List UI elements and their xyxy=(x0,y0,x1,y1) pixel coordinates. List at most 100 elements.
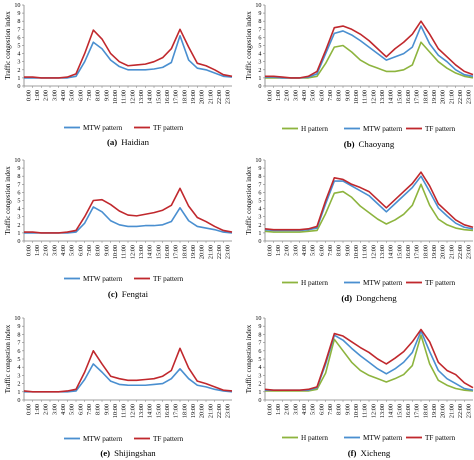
series-line-mtw xyxy=(265,330,474,391)
y-tick-label: 5 xyxy=(17,198,20,205)
y-tick-label: 8 xyxy=(258,331,261,338)
y-tick-label: 8 xyxy=(17,173,20,180)
legend-label: TF pattern xyxy=(153,435,184,443)
x-tick-label: 10:00 xyxy=(112,245,119,259)
x-tick-label: 6:00 xyxy=(318,404,325,415)
y-tick-label: 2 xyxy=(258,222,261,229)
x-tick-label: 16:00 xyxy=(405,90,412,104)
y-tick-label: 4 xyxy=(17,364,20,371)
x-tick-label: 4:00 xyxy=(301,90,308,101)
y-tick-label: 9 xyxy=(17,323,20,330)
x-tick-label: 8:00 xyxy=(336,245,343,256)
y-tick-label: 3 xyxy=(17,372,20,379)
x-tick-label: 3:00 xyxy=(51,404,58,415)
y-tick-label: 5 xyxy=(17,43,20,50)
y-tick-label: 5 xyxy=(258,198,261,205)
x-tick-label: 5:00 xyxy=(69,404,76,415)
series-line-tf xyxy=(24,187,233,234)
x-tick-label: 9:00 xyxy=(103,245,110,256)
series-line-mtw xyxy=(264,175,474,232)
x-tick-label: 7:00 xyxy=(86,404,93,415)
x-tick-label: 18:00 xyxy=(422,90,429,104)
x-tick-label: 14:00 xyxy=(147,90,154,104)
x-tick-label: 21:00 xyxy=(448,245,455,259)
x-tick-label: 11:00 xyxy=(362,245,369,259)
x-tick-label: 5:00 xyxy=(310,404,317,415)
x-tick-label: 1:00 xyxy=(34,90,41,101)
x-tick-label: 20:00 xyxy=(440,404,447,418)
x-tick-label: 4:00 xyxy=(60,245,67,256)
legend-label: MTW pattern xyxy=(83,435,123,443)
y-tick-label: 0 xyxy=(17,83,20,90)
series-line-tf xyxy=(264,328,474,391)
x-tick-label: 6:00 xyxy=(77,245,84,256)
y-tick-label: 7 xyxy=(17,26,20,33)
x-tick-label: 0:00 xyxy=(25,90,32,101)
y-tick-label: 3 xyxy=(258,59,261,66)
y-tick-label: 5 xyxy=(17,356,20,363)
x-tick-label: 18:00 xyxy=(181,404,188,418)
x-tick-label: 21:00 xyxy=(448,90,455,104)
legend-label: TF pattern xyxy=(153,124,184,132)
x-tick-label: 15:00 xyxy=(396,404,403,418)
series-line-tf xyxy=(265,20,474,79)
x-tick-label: 16:00 xyxy=(164,90,171,104)
y-tick-label: 1 xyxy=(17,230,20,237)
x-tick-label: 9:00 xyxy=(103,90,110,101)
y-tick-label: 4 xyxy=(258,364,261,371)
y-tick-label: 3 xyxy=(17,214,20,221)
x-tick-label: 18:00 xyxy=(422,245,429,259)
caption-letter: (b) xyxy=(344,139,355,149)
x-tick-label: 6:00 xyxy=(318,245,325,256)
y-tick-label: 10 xyxy=(14,2,20,9)
y-tick-label: 6 xyxy=(17,34,20,41)
x-tick-label: 22:00 xyxy=(457,404,464,418)
x-tick-label: 19:00 xyxy=(431,90,438,104)
x-tick-label: 17:00 xyxy=(173,90,180,104)
x-tick-label: 0:00 xyxy=(266,90,273,101)
x-tick-label: 5:00 xyxy=(310,90,317,101)
caption-letter: (a) xyxy=(107,137,117,147)
y-tick-label: 9 xyxy=(258,323,261,330)
y-tick-label: 6 xyxy=(17,348,20,355)
panel-caption: (f) Xicheng xyxy=(348,448,391,458)
x-tick-label: 2:00 xyxy=(284,245,291,256)
y-tick-label: 6 xyxy=(258,348,261,355)
x-tick-label: 11:00 xyxy=(121,90,128,104)
x-tick-label: 9:00 xyxy=(344,245,351,256)
x-tick-label: 13:00 xyxy=(138,90,145,104)
y-axis-title: Traffic congestion index xyxy=(4,324,12,393)
x-tick-label: 22:00 xyxy=(216,245,223,259)
y-tick-label: 5 xyxy=(258,356,261,363)
x-tick-label: 4:00 xyxy=(60,404,67,415)
y-tick-label: 8 xyxy=(258,18,261,25)
x-tick-label: 17:00 xyxy=(414,245,421,259)
y-tick-label: 2 xyxy=(258,381,261,388)
panel-caption: (c) Fengtai xyxy=(108,289,149,299)
y-axis-title: Traffic congestion index xyxy=(4,11,12,80)
x-tick-label: 13:00 xyxy=(379,90,386,104)
caption-name: Fengtai xyxy=(122,289,149,299)
y-tick-label: 4 xyxy=(258,51,261,58)
x-tick-label: 14:00 xyxy=(388,90,395,104)
x-tick-label: 21:00 xyxy=(207,90,214,104)
caption-letter: (d) xyxy=(341,293,352,303)
x-tick-label: 19:00 xyxy=(431,404,438,418)
x-tick-label: 3:00 xyxy=(51,245,58,256)
y-tick-label: 2 xyxy=(17,222,20,229)
x-tick-label: 17:00 xyxy=(414,90,421,104)
legend-label: TF pattern xyxy=(425,279,456,287)
x-tick-label: 7:00 xyxy=(327,404,334,415)
y-tick-label: 3 xyxy=(17,59,20,66)
x-tick-label: 1:00 xyxy=(34,404,41,415)
y-tick-label: 2 xyxy=(17,67,20,74)
x-tick-label: 1:00 xyxy=(34,245,41,256)
caption-letter: (c) xyxy=(108,289,118,299)
x-tick-label: 15:00 xyxy=(396,90,403,104)
y-tick-label: 2 xyxy=(258,67,261,74)
y-tick-label: 0 xyxy=(17,238,20,245)
x-tick-label: 23:00 xyxy=(225,245,232,259)
